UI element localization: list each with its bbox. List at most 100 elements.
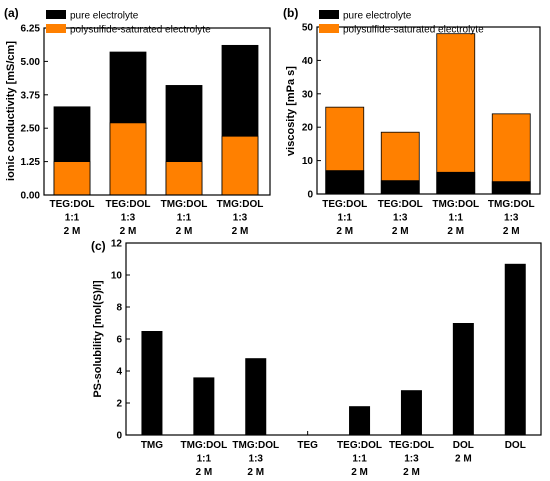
bar xyxy=(221,135,259,196)
x-category-label: TEG:DOL xyxy=(378,199,423,210)
x-category-label: TEG:DOL xyxy=(389,440,434,451)
x-category-label: 1:1 xyxy=(338,213,353,224)
y-tick-label: 8 xyxy=(116,303,122,314)
bar xyxy=(53,161,91,196)
panel-letter: (b) xyxy=(283,6,298,20)
legend-label: polysulfide-saturated electrolyte xyxy=(70,25,211,36)
x-category-label: TEG:DOL xyxy=(337,440,382,451)
x-category-label: 2 M xyxy=(351,467,368,478)
x-category-label: 1:1 xyxy=(449,213,464,224)
x-category-label: 1:3 xyxy=(504,213,519,224)
y-tick-label: 40 xyxy=(302,56,314,67)
x-category-label: TMG xyxy=(141,440,163,451)
y-axis-label: ionic conductivity [mS/cm] xyxy=(5,41,17,181)
y-tick-label: 10 xyxy=(111,271,123,282)
x-category-label: DOL xyxy=(505,440,526,451)
y-axis-label: viscosity [mPa s] xyxy=(285,66,297,156)
bar xyxy=(141,331,163,435)
x-category-label: TMG:DOL xyxy=(217,199,264,210)
y-tick-label: 0 xyxy=(116,431,122,442)
panel-letter: (a) xyxy=(4,6,19,20)
bar xyxy=(245,358,267,435)
legend-swatch xyxy=(46,24,66,33)
legend-swatch xyxy=(319,10,339,19)
panel-letter: (c) xyxy=(91,239,106,253)
x-category-label: DOL xyxy=(453,440,474,451)
y-axis-label: PS-solubility [mol(S)/l] xyxy=(92,280,104,398)
bar xyxy=(436,33,476,195)
y-tick-label: 30 xyxy=(302,89,314,100)
bar xyxy=(193,377,215,435)
chart-panel-a: (a) 0.00 1.25 2.50 3.75 5.00 6.25 ionic conduct… xyxy=(4,6,271,237)
x-category-label: TEG xyxy=(297,440,318,451)
bar xyxy=(452,323,474,435)
bar xyxy=(109,122,147,196)
x-category-label: 2 M xyxy=(447,226,464,237)
legend-swatch xyxy=(46,10,66,19)
chart-panel-b: (b) 0 10 20 30 40 50 viscosity [mPa s] TEG:DOL 1:… xyxy=(283,6,541,237)
x-category-label: 1:3 xyxy=(249,454,264,465)
bar xyxy=(349,406,371,435)
x-category-label: 2 M xyxy=(196,467,213,478)
x-category-label: TMG:DOL xyxy=(161,199,208,210)
bar xyxy=(325,170,365,195)
x-category-label: TMG:DOL xyxy=(432,199,479,210)
plot-frame xyxy=(316,26,541,195)
x-category-label: TEG:DOL xyxy=(50,199,95,210)
x-category-label: 2 M xyxy=(120,226,137,237)
x-category-label: 1:3 xyxy=(404,454,419,465)
bar xyxy=(491,113,531,195)
legend-label: pure electrolyte xyxy=(343,11,412,22)
x-category-label: 2 M xyxy=(232,226,249,237)
legend-swatch xyxy=(319,24,339,33)
plot-frame xyxy=(125,242,542,436)
x-category-label: 1:1 xyxy=(177,213,192,224)
y-tick-label: 5.00 xyxy=(21,57,41,68)
y-tick-label: 2.50 xyxy=(21,124,41,135)
bar xyxy=(504,263,526,435)
bar xyxy=(491,181,531,195)
legend: pure electrolyte polysulfide-saturated el… xyxy=(46,10,211,36)
legend-label: polysulfide-saturated electrolyte xyxy=(343,25,484,36)
y-tick-label: 1.25 xyxy=(21,157,41,168)
x-category-label: 2 M xyxy=(503,226,520,237)
x-category-label: TMG:DOL xyxy=(488,199,535,210)
y-tick-label: 4 xyxy=(116,367,122,378)
y-tick-label: 0 xyxy=(307,190,313,201)
bar xyxy=(436,171,476,195)
x-category-label: TEG:DOL xyxy=(106,199,151,210)
y-tick-label: 0.00 xyxy=(21,191,41,202)
x-category-label: 1:3 xyxy=(393,213,408,224)
x-category-label: TMG:DOL xyxy=(181,440,228,451)
x-category-label: 1:1 xyxy=(65,213,80,224)
x-category-label: 2 M xyxy=(455,454,472,465)
x-category-label: 2 M xyxy=(64,226,81,237)
x-category-label: TEG:DOL xyxy=(322,199,367,210)
y-tick-label: 6 xyxy=(116,335,122,346)
x-category-label: 2 M xyxy=(247,467,264,478)
legend: pure electrolyte polysulfide-saturated el… xyxy=(319,10,484,36)
x-category-label: 1:3 xyxy=(233,213,248,224)
y-tick-label: 20 xyxy=(302,123,314,134)
y-tick-label: 3.75 xyxy=(21,90,41,101)
bar xyxy=(380,180,420,195)
x-category-label: 1:1 xyxy=(352,454,367,465)
y-tick-label: 10 xyxy=(302,156,314,167)
x-category-label: 2 M xyxy=(403,467,420,478)
y-tick-label: 2 xyxy=(116,399,122,410)
bar xyxy=(165,161,203,196)
x-category-label: 2 M xyxy=(336,226,353,237)
y-tick-label: 6.25 xyxy=(21,24,41,35)
x-category-label: 2 M xyxy=(392,226,409,237)
chart-panel-c: (c) 0 2 4 6 8 10 12 PS-solubility [mol(S)/l] TMG T… xyxy=(91,239,542,478)
x-category-label: 1:1 xyxy=(197,454,212,465)
x-category-label: TMG:DOL xyxy=(232,440,279,451)
y-tick-label: 12 xyxy=(111,239,123,250)
x-category-label: 1:3 xyxy=(121,213,136,224)
y-tick-label: 50 xyxy=(302,23,314,34)
bar xyxy=(400,390,422,435)
legend-label: pure electrolyte xyxy=(70,11,139,22)
plot-frame xyxy=(43,27,271,196)
x-category-label: 2 M xyxy=(176,226,193,237)
